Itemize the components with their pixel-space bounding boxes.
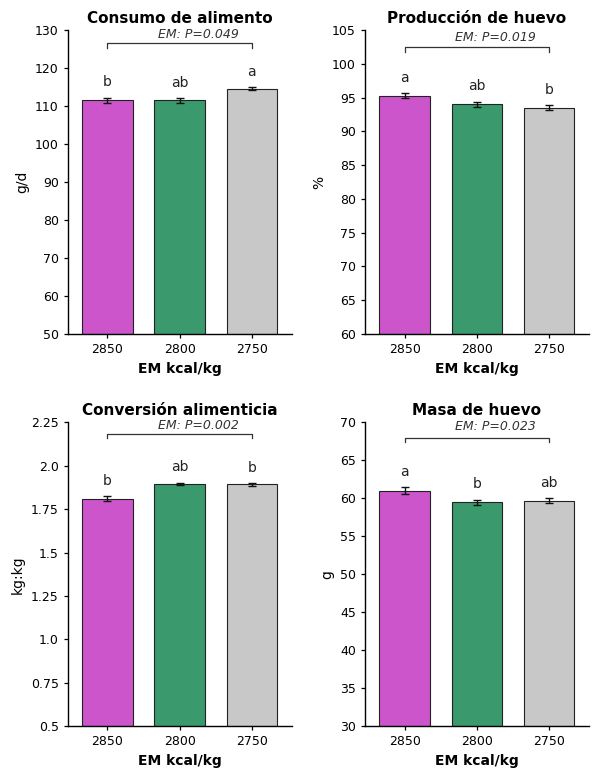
- Text: b: b: [103, 76, 112, 89]
- Text: ab: ab: [171, 76, 188, 90]
- Text: ab: ab: [468, 79, 485, 93]
- X-axis label: EM kcal/kg: EM kcal/kg: [138, 754, 221, 768]
- Bar: [524, 108, 574, 334]
- Text: EM: P=0.002: EM: P=0.002: [158, 418, 239, 432]
- X-axis label: EM kcal/kg: EM kcal/kg: [138, 361, 221, 375]
- Bar: [379, 491, 430, 726]
- Y-axis label: g: g: [320, 570, 334, 579]
- Text: a: a: [248, 65, 256, 79]
- Bar: [82, 499, 133, 726]
- Text: EM: P=0.049: EM: P=0.049: [158, 28, 239, 41]
- Bar: [82, 100, 133, 334]
- Text: a: a: [400, 71, 409, 85]
- X-axis label: EM kcal/kg: EM kcal/kg: [435, 754, 519, 768]
- Title: Masa de huevo: Masa de huevo: [412, 404, 541, 418]
- Bar: [452, 104, 502, 334]
- Text: ab: ab: [541, 476, 558, 490]
- Title: Producción de huevo: Producción de huevo: [388, 11, 566, 26]
- Bar: [452, 502, 502, 726]
- Bar: [154, 100, 205, 334]
- Title: Conversión alimenticia: Conversión alimenticia: [82, 404, 277, 418]
- Y-axis label: kg:kg: kg:kg: [11, 555, 25, 594]
- Text: b: b: [545, 83, 554, 97]
- Bar: [154, 484, 205, 726]
- Y-axis label: g/d: g/d: [15, 171, 29, 193]
- Text: ab: ab: [171, 460, 188, 474]
- X-axis label: EM kcal/kg: EM kcal/kg: [435, 361, 519, 375]
- Text: a: a: [400, 465, 409, 479]
- Bar: [524, 501, 574, 726]
- Bar: [227, 485, 277, 726]
- Bar: [379, 96, 430, 334]
- Text: b: b: [247, 460, 256, 474]
- Title: Consumo de alimento: Consumo de alimento: [87, 11, 272, 26]
- Bar: [227, 89, 277, 334]
- Text: b: b: [472, 478, 481, 492]
- Y-axis label: %: %: [313, 175, 326, 189]
- Text: EM: P=0.019: EM: P=0.019: [455, 30, 536, 44]
- Text: EM: P=0.023: EM: P=0.023: [455, 420, 536, 433]
- Text: b: b: [103, 474, 112, 488]
